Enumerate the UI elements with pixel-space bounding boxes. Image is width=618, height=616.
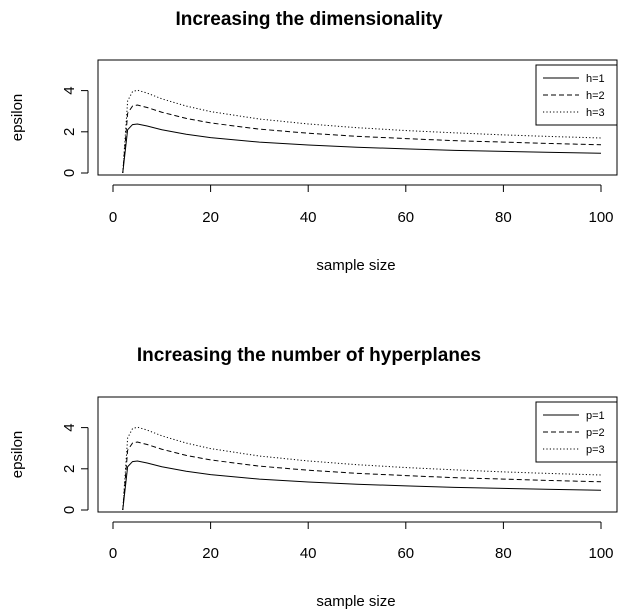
legend-label: p=1 xyxy=(586,410,605,422)
x-tick-label: 60 xyxy=(397,209,414,226)
chart-title: Increasing the number of hyperplanes xyxy=(137,345,481,366)
x-tick-label: 0 xyxy=(109,545,117,562)
legend-label: h=1 xyxy=(586,73,605,85)
x-tick-label: 40 xyxy=(300,209,317,226)
x-tick-label: 100 xyxy=(588,209,613,226)
x-tick-label: 0 xyxy=(109,209,117,226)
x-axis-label: sample size xyxy=(316,257,395,274)
x-tick-label: 80 xyxy=(495,209,512,226)
legend-label: h=3 xyxy=(586,107,605,119)
y-tick-label: 2 xyxy=(61,465,78,473)
x-tick-label: 100 xyxy=(588,545,613,562)
series-line xyxy=(122,123,602,174)
legend-label: p=2 xyxy=(586,427,605,439)
x-tick-label: 20 xyxy=(202,209,219,226)
x-tick-label: 40 xyxy=(300,545,317,562)
series-line xyxy=(122,104,602,174)
y-tick-label: 4 xyxy=(61,86,78,94)
y-tick-label: 0 xyxy=(61,506,78,514)
x-tick-label: 60 xyxy=(397,545,414,562)
series-line xyxy=(122,89,602,174)
series-line xyxy=(122,441,602,511)
y-axis-label: epsilon xyxy=(9,431,26,479)
series-line xyxy=(122,460,602,511)
y-tick-label: 4 xyxy=(61,423,78,431)
x-tick-label: 80 xyxy=(495,545,512,562)
y-tick-label: 2 xyxy=(61,128,78,136)
chart-title: Increasing the dimensionality xyxy=(175,9,443,30)
legend-label: p=3 xyxy=(586,444,605,456)
chart-panel: Increasing the number of hyperplanes0240… xyxy=(9,345,618,610)
y-tick-label: 0 xyxy=(61,169,78,177)
legend-label: h=2 xyxy=(586,90,605,102)
x-axis-label: sample size xyxy=(316,593,395,610)
series-line xyxy=(122,426,602,511)
x-tick-label: 20 xyxy=(202,545,219,562)
y-axis-label: epsilon xyxy=(9,94,26,142)
